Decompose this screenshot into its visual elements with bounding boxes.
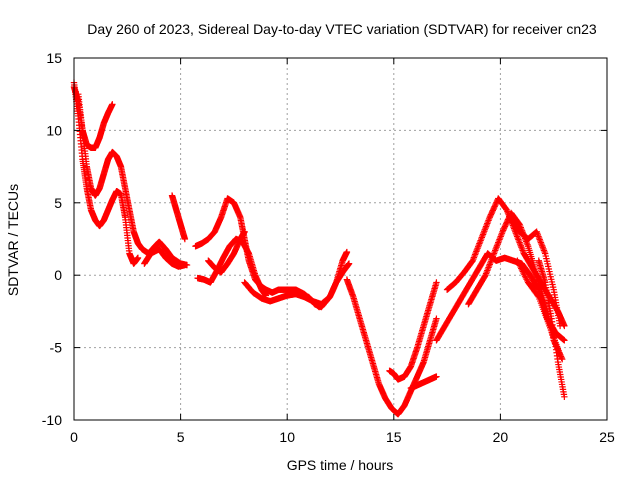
series-trace-e [168,192,189,243]
series-trace-h [205,228,248,276]
series-trace-g [194,235,270,299]
y-tick-label: 5 [54,195,62,211]
data-point [561,337,568,344]
data-point [556,351,564,359]
x-tick-label: 15 [386,429,402,445]
x-tick-label: 10 [279,429,295,445]
chart-title: Day 260 of 2023, Sidereal Day-to-day VTE… [87,21,597,37]
data-point [556,322,564,330]
x-tick-label: 5 [177,429,185,445]
series-trace-l [386,279,440,383]
data-point [109,101,116,108]
series-trace-s [514,257,564,359]
data-point [433,373,440,380]
series-trace-m [407,373,440,392]
data-point [433,279,440,286]
data-point [343,248,351,256]
data-point [558,354,565,362]
y-tick-label: 0 [54,267,62,283]
data-point [534,292,542,300]
x-tick-label: 0 [70,429,78,445]
series-trace-j [305,260,353,311]
y-tick-label: -5 [50,340,63,356]
y-tick-label: 10 [46,122,62,138]
x-tick-label: 20 [493,429,509,445]
x-axis-label: GPS time / hours [287,457,394,473]
x-tick-label: 25 [599,429,615,445]
data-point [241,228,248,235]
y-tick-label: 15 [46,50,62,66]
series-trace-q [507,216,564,330]
data-point [181,235,189,243]
plot-frame [73,57,608,421]
data-point [134,254,142,262]
data-point [345,260,353,267]
y-tick-label: -10 [42,412,62,428]
series-trace-k [343,276,440,418]
series-trace-d [141,245,189,270]
y-axis-label: SDTVAR / TECUs [5,184,21,296]
points-layer [70,79,568,418]
data-point [181,261,189,269]
tick-layer: 0 5 10 15 20 25 -10 -5 0 5 10 15 [42,50,615,445]
data-point [561,393,568,401]
data-point [433,315,440,322]
